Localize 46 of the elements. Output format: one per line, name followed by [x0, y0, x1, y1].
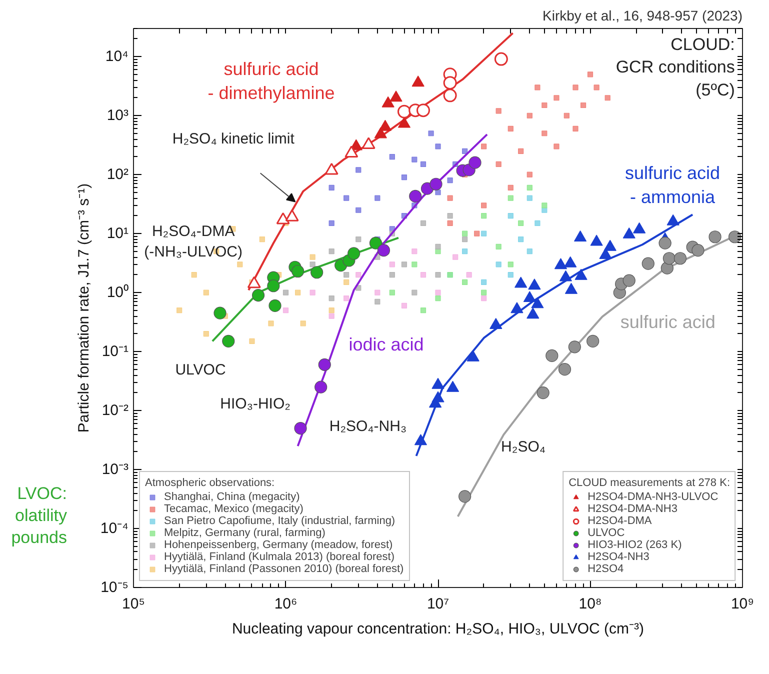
y-tick-label: 10⁻¹ [102, 343, 129, 360]
legend-label: H2SO4-DMA-NH3 [588, 503, 678, 515]
legend-label: H2SO4 [588, 563, 624, 575]
annotation: iodic acid [348, 334, 424, 354]
y-tick-label: 10⁻⁵ [100, 579, 129, 596]
legend-label: Melpitz, Germany (rural, farming) [164, 527, 326, 539]
x-tick-label: 10⁹ [730, 596, 754, 612]
text: Atmospheric observations: [145, 477, 275, 489]
text: Kirkby et al., 16, 948-957 (2023) [542, 8, 743, 24]
x-tick-label: 10⁸ [578, 596, 602, 612]
annotation: CLOUD: GCR conditions (5ºC) [616, 34, 735, 100]
annotation: H₂SO₄ [501, 438, 546, 456]
annotation: sulfuric acid [620, 312, 716, 332]
legend-label: San Pietro Capofiume, Italy (industrial, farming) [164, 515, 396, 527]
legend-label: H2SO4-DMA [588, 515, 652, 527]
y-tick-label: 10² [106, 166, 129, 184]
x-axis-title: Nucleating vapour concentration: H₂SO₄, HIO₃, ULVOC (cm⁻³) [232, 620, 644, 638]
annotation: H₂SO₄-NH₃ [329, 418, 407, 435]
annotation: H₂SO₄-DMA (-NH₃-ULVOC) [144, 223, 242, 261]
y-tick-label: 10⁴ [105, 48, 129, 66]
legend-label: HIO3-HIO2 (263 K) [588, 539, 682, 551]
y-tick-label: 10⁰ [106, 284, 129, 302]
text: LVOC: olatility pounds [11, 483, 67, 550]
legend-label: Hyytiälä, Finland (Passonen 2010) (boreal forest) [164, 563, 404, 575]
annotation: sulfuric acid - dimethylamine [208, 58, 335, 103]
x-tick-label: 10⁶ [274, 596, 298, 612]
text: CLOUD measurements at 278 K: [568, 477, 730, 489]
y-axis-title: Particle formation rate, J1.7 (cm⁻³ s⁻¹) [75, 183, 92, 433]
legend-label: Hyytiälä, Finland (Kulmala 2013) (boreal forest) [164, 551, 394, 563]
y-tick-label: 10³ [106, 107, 129, 124]
annotation: ULVOC [175, 361, 226, 378]
legend-label: Shanghai, China (megacity) [164, 491, 300, 503]
y-tick-label: 10¹ [106, 225, 129, 242]
legend-label: ULVOC [588, 527, 625, 539]
legend-label: H2SO4-DMA-NH3-ULVOC [588, 491, 718, 503]
annotation: sulfuric acid - ammonia [624, 163, 720, 208]
legend-label: Tecamac, Mexico (megacity) [164, 503, 304, 515]
x-tick-label: 10⁷ [426, 596, 450, 612]
annotation: HIO₃-HIO₂ [220, 396, 291, 413]
x-tick-label: 10⁵ [122, 596, 145, 612]
annotation: H₂SO₄ kinetic limit [172, 130, 296, 148]
legend-label: H2SO4-NH3 [588, 551, 650, 563]
y-tick-label: 10⁻³ [102, 461, 129, 478]
legend-label: Hohenpeissenberg, Germany (meadow, forest) [164, 539, 393, 551]
y-tick-label: 10⁻⁴ [100, 520, 129, 538]
y-tick-label: 10⁻² [102, 402, 129, 420]
